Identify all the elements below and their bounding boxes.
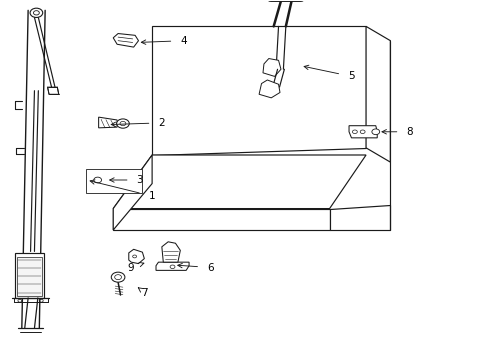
Polygon shape — [259, 80, 280, 98]
Circle shape — [30, 8, 42, 18]
Text: 6: 6 — [178, 262, 213, 273]
Text: 5: 5 — [304, 65, 354, 81]
Circle shape — [371, 129, 379, 135]
Polygon shape — [47, 87, 59, 94]
FancyBboxPatch shape — [86, 169, 142, 193]
FancyBboxPatch shape — [267, 0, 304, 1]
Circle shape — [116, 119, 129, 128]
Polygon shape — [113, 33, 138, 47]
Polygon shape — [263, 59, 281, 76]
Polygon shape — [128, 249, 144, 264]
Polygon shape — [113, 155, 366, 208]
Polygon shape — [162, 242, 180, 262]
Polygon shape — [366, 26, 389, 162]
Polygon shape — [329, 205, 389, 230]
Polygon shape — [113, 208, 329, 230]
Text: 8: 8 — [381, 127, 412, 137]
Text: 3: 3 — [109, 175, 143, 185]
Polygon shape — [99, 117, 117, 128]
Text: 9: 9 — [127, 262, 143, 273]
Polygon shape — [113, 155, 152, 230]
Text: 7: 7 — [138, 288, 148, 297]
Polygon shape — [152, 26, 366, 155]
Text: 2: 2 — [111, 118, 165, 128]
Text: 1: 1 — [90, 180, 155, 201]
Polygon shape — [15, 253, 44, 298]
Polygon shape — [156, 262, 189, 270]
Polygon shape — [348, 126, 376, 138]
Circle shape — [111, 272, 124, 282]
Polygon shape — [18, 257, 41, 296]
Circle shape — [89, 174, 106, 186]
Text: 4: 4 — [141, 36, 186, 46]
Circle shape — [94, 177, 102, 183]
